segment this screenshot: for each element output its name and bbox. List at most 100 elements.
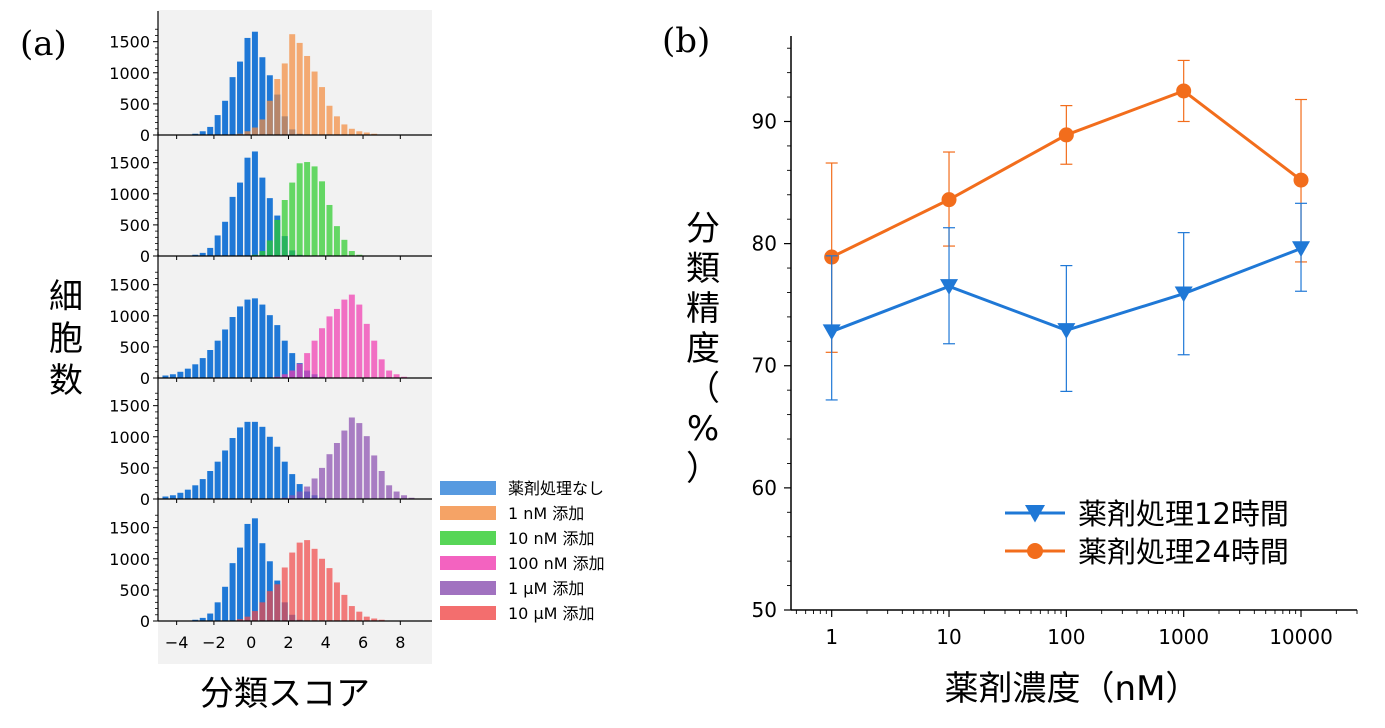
treated-bar [274,584,281,621]
y-tick-label: 1000 [109,307,150,326]
x-tick-label: −2 [202,633,226,652]
treated-bar [326,316,333,378]
treated-bar [378,471,385,499]
treated-bar [378,619,385,621]
y-tick-label: 50 [752,598,777,622]
treated-bar [348,606,355,621]
treated-bar [281,63,288,135]
treated-bar [333,226,340,256]
legend-marker [1027,543,1043,559]
treated-bar [251,254,258,256]
x-tick-label: 10000 [1269,625,1333,649]
control-bar [259,426,266,499]
treated-bar [296,363,303,378]
control-bar [207,247,214,256]
treated-bar [289,495,296,499]
legend-marker [1025,505,1045,523]
control-bar [251,298,258,378]
y-tick-label: 70 [752,354,777,378]
treated-bar [259,602,266,621]
control-bar [229,196,236,256]
control-bar [251,31,258,135]
treated-bar [333,308,340,378]
control-bar [199,252,206,256]
control-bar [177,492,184,499]
y-axis-title-char: ） [686,449,720,489]
legend-swatch [440,556,496,570]
control-bar [222,586,229,621]
treated-bar [319,181,326,256]
y-axis-title-char: 分 [686,209,720,249]
treated-bar [304,162,311,256]
control-bar [237,306,243,378]
histogram-subplot-5: 0 500 1000 1500 [109,497,432,631]
treated-bar [341,594,348,621]
legend-swatch [440,506,496,520]
histogram-subplot-1: 0 500 1000 1500 [109,11,432,145]
treated-bar [326,568,333,621]
treated-bar [289,552,296,621]
control-bar [244,157,251,256]
x-tick-label: 100 [1047,625,1085,649]
treated-bar [319,558,326,621]
control-bar [222,450,229,499]
panel-a-x-axis-title: 分類スコア [200,674,370,714]
y-tick-label: 1000 [109,550,150,569]
panel-b-x-axis-title: 薬剤濃度（nM） [945,669,1200,709]
control-bar [192,254,199,256]
control-bar [251,421,258,499]
x-tick-label: 4 [321,633,331,652]
control-bar [222,221,229,256]
legend-label: 薬剤処理なし [508,479,604,498]
x-tick-label: 10 [936,625,961,649]
treated-bar [274,79,281,135]
series-12h [822,202,1311,401]
y-tick-label: 1500 [109,397,150,416]
treated-bar [378,359,385,378]
y-tick-label: 1000 [109,185,150,204]
control-bar [266,198,273,256]
data-point [940,279,959,295]
treated-bar [311,71,318,135]
treated-bar [363,616,370,621]
panel-b-series [822,59,1311,401]
x-tick-label: 2 [283,633,293,652]
treated-bar [326,204,333,256]
data-point [1293,172,1309,188]
data-point [1176,83,1192,99]
control-bar [244,37,251,135]
control-bar [199,479,206,499]
control-bar [169,495,176,499]
y-axis-title-char: 精 [686,289,720,329]
control-bar [214,602,221,621]
control-bar [199,358,206,378]
control-bar [207,350,214,378]
treated-bar [266,591,273,621]
control-bar [207,613,214,621]
panel-b-label: (b) [662,21,710,61]
control-bar [229,77,236,135]
treated-bar [319,467,326,499]
control-bar [266,436,273,499]
histogram-stack: 0 500 1000 1500 0 500 1000 1500 0 500 1000 1500 0 500… [109,11,432,631]
control-bar [244,299,251,378]
treated-bar [348,128,355,135]
control-bar [214,340,221,378]
histogram-subplot-4: 0 500 1000 1500 [109,375,432,509]
y-tick-label: 1500 [109,276,150,295]
treated-bar [348,417,355,499]
treated-bar [296,491,303,499]
y-tick-label: 500 [119,459,150,478]
treated-bar [386,485,393,499]
legend-swatch [440,581,496,595]
treated-bar [274,376,281,378]
y-tick-label: 0 [140,369,150,388]
control-bar [237,427,243,499]
x-tick-label: 8 [395,633,405,652]
treated-bar [401,376,408,378]
control-bar [259,57,266,135]
control-bar [237,61,243,136]
treated-bar [356,254,363,256]
